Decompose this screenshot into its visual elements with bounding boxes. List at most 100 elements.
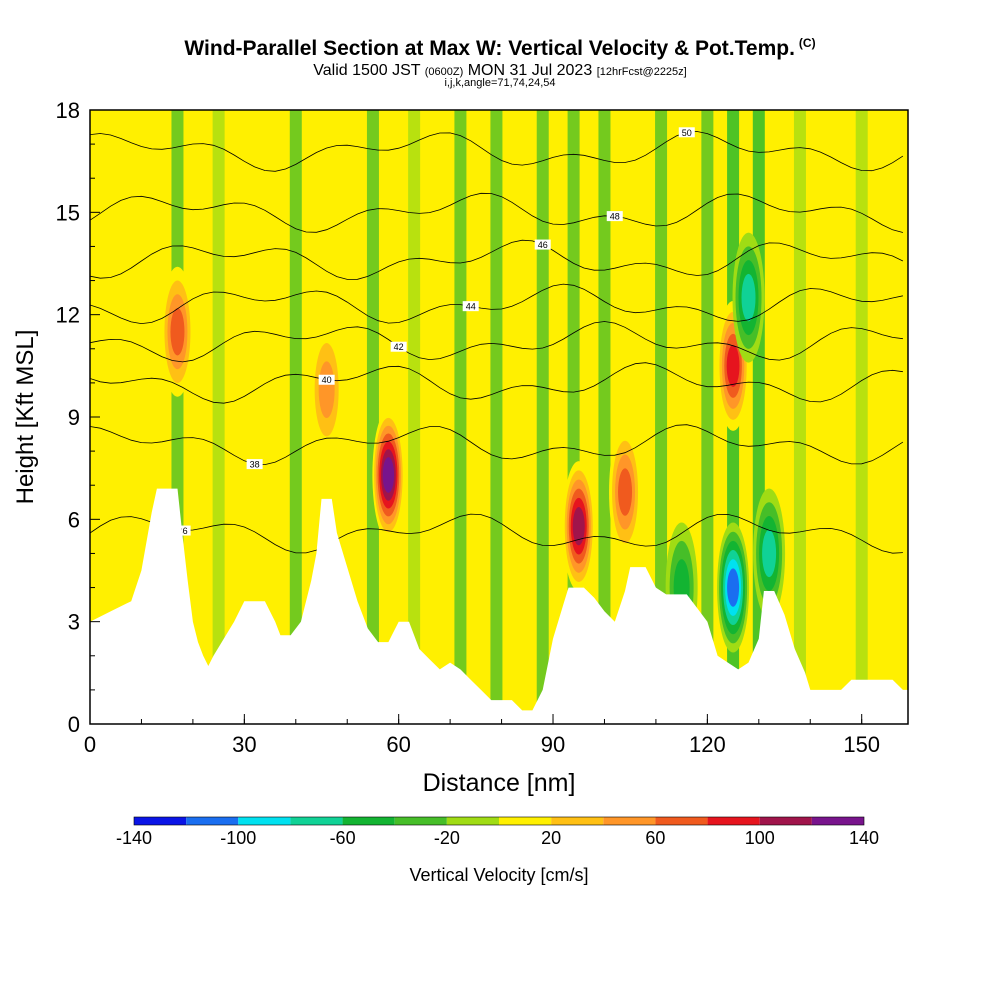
copyright-mark: (C)	[798, 36, 816, 50]
colorbar-swatch	[603, 817, 656, 825]
colorbar-swatch	[134, 817, 187, 825]
section-indices: i,j,k,angle=71,74,24,54	[444, 77, 556, 89]
velocity-cell	[382, 457, 395, 493]
velocity-streak	[289, 110, 302, 724]
velocity-cell	[726, 344, 740, 387]
y-axis-label: Height [Kft MSL]	[12, 330, 39, 505]
colorbar-swatch	[811, 817, 864, 825]
colorbar-label: Vertical Velocity [cm/s]	[409, 865, 588, 885]
theta-contour-line	[90, 362, 903, 404]
y-tick-label: 18	[56, 98, 80, 123]
theta-label: 36	[178, 526, 188, 536]
colorbar-swatch	[186, 817, 239, 825]
y-tick-label: 0	[68, 712, 80, 737]
velocity-cell	[572, 506, 585, 546]
velocity-cell	[762, 529, 777, 578]
y-tick-label: 6	[68, 507, 80, 532]
y-tick-label: 15	[56, 200, 80, 225]
colorbar-frame	[133, 816, 865, 826]
x-tick-label: 0	[84, 732, 96, 757]
velocity-streak	[793, 110, 806, 724]
colorbar-tick-label: 140	[849, 828, 879, 848]
x-tick-label: 60	[386, 732, 410, 757]
velocity-streak	[366, 110, 379, 724]
chart-title-text: Wind-Parallel Section at Max W: Vertical…	[184, 37, 795, 60]
plot-area: 36 38 40 42 44 46 48 50	[90, 110, 908, 724]
valid-date: MON 31 Jul 2023	[467, 62, 593, 79]
colorbar-tick-label: -100	[220, 828, 256, 848]
colorbar: -140 -100 -60 -20 20 60 100 140	[116, 816, 879, 848]
colorbar-swatch	[394, 817, 447, 825]
colorbar-swatch	[707, 817, 760, 825]
velocity-cell	[170, 307, 185, 356]
theta-label-bg	[678, 127, 695, 138]
y-tick-label: 3	[68, 610, 80, 635]
theta-label: 48	[610, 212, 620, 222]
x-tick-label: 120	[689, 732, 726, 757]
theta-contour-line	[90, 513, 903, 554]
y-tick-label: 9	[68, 405, 80, 430]
theta-contour-line	[90, 239, 904, 280]
velocity-streak	[598, 110, 611, 724]
chart-title: Wind-Parallel Section at Max W: Vertical…	[0, 36, 1000, 61]
theta-contour-line	[90, 192, 904, 233]
x-tick-label: 150	[843, 732, 880, 757]
velocity-field	[90, 110, 908, 724]
velocity-cell	[741, 273, 756, 322]
velocity-cell	[318, 361, 335, 419]
theta-label-bg	[534, 239, 551, 250]
theta-label: 40	[322, 375, 332, 385]
colorbar-swatch	[290, 817, 343, 825]
colorbar-swatch	[655, 817, 708, 825]
colorbar-swatch	[342, 817, 395, 825]
x-axis-label: Distance [nm]	[423, 769, 576, 797]
velocity-streak	[655, 110, 668, 724]
velocity-streak	[490, 110, 503, 724]
colorbar-swatch	[446, 817, 499, 825]
theta-label: 42	[394, 342, 404, 352]
theta-label: 44	[466, 302, 476, 312]
colorbar-tick-label: -140	[116, 828, 152, 848]
valid-time: Valid 1500 JST	[313, 62, 421, 79]
velocity-streak	[408, 110, 421, 724]
velocity-streak	[701, 110, 714, 724]
forecast-info: [12hrFcst@2225z]	[596, 66, 687, 78]
velocity-cell	[727, 568, 740, 607]
theta-contour-line	[90, 424, 904, 466]
theta-label: 50	[682, 128, 692, 138]
colorbar-swatch	[238, 817, 291, 825]
colorbar-swatch	[499, 817, 552, 825]
theta-label: 38	[250, 460, 260, 470]
colorbar-tick-label: 100	[745, 828, 775, 848]
velocity-streak	[212, 110, 225, 724]
theta-label-bg	[606, 211, 623, 222]
velocity-cell	[618, 468, 633, 516]
theta-contour-line	[90, 283, 903, 325]
chart-subtitle: Valid 1500 JST (0600Z) MON 31 Jul 2023 […	[0, 62, 1000, 80]
colorbar-tick-label: -20	[434, 828, 460, 848]
y-tick-label: 12	[56, 303, 80, 328]
colorbar-swatch	[759, 817, 812, 825]
velocity-streak	[536, 110, 549, 724]
theta-label-bg	[390, 341, 407, 352]
theta-label: 46	[538, 240, 548, 250]
colorbar-swatch	[551, 817, 604, 825]
valid-zulu: (0600Z)	[424, 66, 464, 78]
theta-label-bg	[462, 301, 479, 312]
theta-contours: 36 38 40 42 44 46 48 50	[90, 127, 904, 554]
theta-contour-line	[90, 131, 904, 172]
velocity-streak	[454, 110, 467, 724]
theta-contour-line	[90, 321, 903, 363]
colorbar-tick-label: -60	[330, 828, 356, 848]
theta-label-bg	[246, 459, 263, 470]
x-tick-label: 30	[232, 732, 256, 757]
velocity-streak	[855, 110, 868, 724]
theta-label-bg	[318, 374, 335, 385]
colorbar-tick-label: 60	[645, 828, 665, 848]
terrain	[90, 488, 908, 724]
theta-label-bg	[174, 525, 191, 536]
x-tick-label: 90	[541, 732, 565, 757]
colorbar-tick-label: 20	[541, 828, 561, 848]
